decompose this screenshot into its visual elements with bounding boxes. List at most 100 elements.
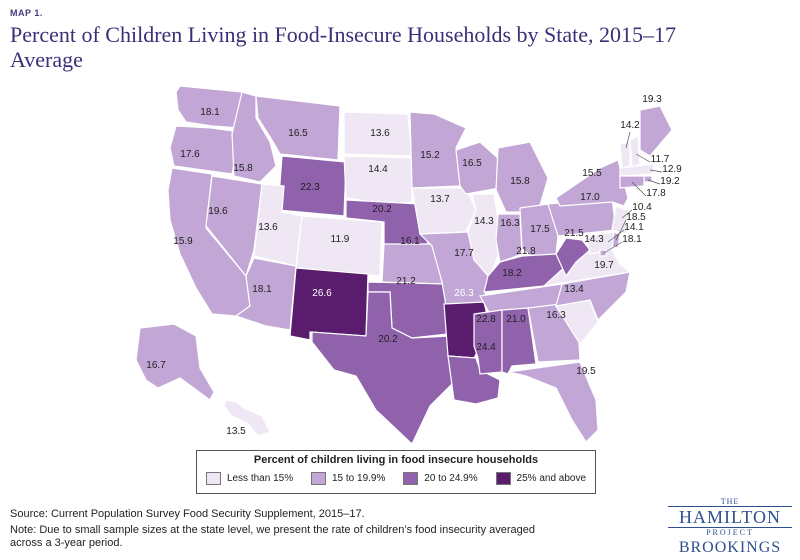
- state-dc: [599, 249, 607, 257]
- value-label-oh: 17.5: [530, 224, 550, 235]
- value-label-ca: 15.9: [173, 236, 193, 247]
- legend-swatch-medium: [311, 472, 326, 485]
- value-label-ks: 16.1: [400, 236, 420, 247]
- value-label-tn: 18.2: [502, 268, 522, 279]
- state-hi: [223, 399, 271, 437]
- value-label-ne: 20.2: [372, 204, 392, 215]
- legend-item-medium: 15 to 19.9%: [311, 472, 385, 485]
- state-or: [169, 125, 241, 175]
- leader-line-dc: [603, 241, 623, 254]
- legend-label-high: 20 to 24.9%: [424, 473, 478, 484]
- value-label-ri: 19.2: [660, 176, 680, 187]
- state-ny: [555, 159, 629, 207]
- state-in: [495, 213, 523, 263]
- us-map: 18.1 17.6 15.9 15.8 19.6 16.5 22.3 13.6 18.1 11.9…: [135, 85, 682, 446]
- value-label-id: 15.8: [233, 163, 253, 174]
- value-label-ny: 15.5: [582, 168, 602, 179]
- state-nj: [611, 205, 629, 235]
- value-label-wy: 22.3: [300, 182, 320, 193]
- value-label-sc: 13.4: [564, 284, 584, 295]
- value-label-ok: 21.2: [396, 276, 416, 287]
- value-label-fl: 19.5: [576, 366, 596, 377]
- value-label-dc: 18.1: [622, 234, 642, 245]
- value-label-ms: 22.8: [476, 314, 496, 325]
- value-label-mo: 17.7: [454, 248, 474, 259]
- state-id: [231, 91, 277, 183]
- value-label-pa: 17.0: [580, 192, 600, 203]
- legend: Percent of children living in food insec…: [196, 450, 596, 494]
- value-label-me: 19.3: [642, 94, 662, 105]
- hamilton-brookings-logo: THE HAMILTON PROJECT BROOKINGS: [668, 497, 792, 557]
- value-label-va: 14.3: [584, 234, 604, 245]
- value-label-mt: 16.5: [288, 128, 308, 139]
- value-label-az: 18.1: [252, 284, 272, 295]
- value-label-ut: 13.6: [258, 222, 278, 233]
- state-ak: [135, 323, 215, 401]
- value-label-mn: 15.2: [420, 150, 440, 161]
- value-label-hi: 13.5: [226, 426, 246, 437]
- value-label-ar: 26.3: [454, 288, 474, 299]
- value-label-il: 14.3: [474, 216, 494, 227]
- legend-swatch-highest: [495, 472, 511, 485]
- value-label-wv: 21.5: [564, 228, 584, 239]
- leader-line-nj: [621, 209, 633, 219]
- value-label-tx: 20.2: [378, 334, 398, 345]
- value-label-nd: 13.6: [370, 128, 390, 139]
- state-nv: [205, 175, 263, 278]
- logo-project: PROJECT: [706, 528, 754, 537]
- value-label-ma: 12.9: [662, 164, 682, 175]
- value-label-nv: 19.6: [208, 206, 228, 217]
- legend-swatch-low: [205, 472, 221, 485]
- legend-label-highest: 25% and above: [516, 473, 587, 484]
- value-label-al: 21.0: [506, 314, 526, 325]
- state-la: [447, 355, 501, 405]
- value-label-nc: 19.7: [594, 260, 614, 271]
- leader-line-ri: [647, 179, 661, 185]
- state-ma: [619, 163, 655, 177]
- value-label-ak: 16.7: [146, 360, 166, 371]
- logo-brookings: BROOKINGS: [678, 539, 782, 556]
- value-label-ia: 13.7: [430, 194, 450, 205]
- legend-swatch-high: [403, 472, 419, 485]
- value-label-sd: 14.4: [368, 164, 388, 175]
- note-text: Note: Due to small sample sizes at the s…: [10, 524, 536, 549]
- value-label-ky: 21.8: [516, 246, 536, 257]
- value-label-nj: 10.4: [632, 202, 652, 213]
- leader-line-ma: [649, 169, 663, 173]
- leader-line-md: [607, 229, 625, 243]
- value-label-de: 18.5: [626, 212, 646, 223]
- logo-hamilton: HAMILTON: [668, 506, 792, 528]
- state-nm: [289, 267, 369, 341]
- value-label-ct: 17.8: [646, 188, 666, 199]
- state-mt: [255, 95, 341, 161]
- legend-label-medium: 15 to 19.9%: [332, 473, 386, 484]
- map-label: MAP 1.: [10, 8, 43, 18]
- legend-item-highest: 25% and above: [495, 472, 587, 485]
- value-label-nm: 26.6: [312, 288, 332, 299]
- leader-line-ct: [631, 181, 647, 197]
- value-label-in: 16.3: [500, 218, 520, 229]
- legend-title: Percent of children living in food insec…: [253, 454, 539, 466]
- value-label-mi: 15.8: [510, 176, 530, 187]
- state-tx: [311, 291, 457, 446]
- value-label-or: 17.6: [180, 149, 200, 160]
- state-vt: [619, 141, 631, 169]
- legend-item-high: 20 to 24.9%: [403, 472, 478, 485]
- leader-line-vt: [625, 131, 631, 149]
- state-ia: [411, 187, 477, 235]
- state-il: [467, 193, 503, 280]
- state-co: [295, 215, 383, 277]
- legend-item-low: Less than 15%: [205, 472, 294, 485]
- logo-the: THE: [720, 497, 740, 506]
- value-label-md: 14.1: [624, 222, 644, 233]
- state-fl: [507, 361, 599, 443]
- state-nh: [629, 135, 641, 169]
- value-label-co: 11.9: [331, 234, 350, 245]
- page-title: Percent of Children Living in Food-Insec…: [10, 22, 677, 72]
- value-label-nh: 11.7: [651, 154, 670, 165]
- value-label-vt: 14.2: [620, 120, 640, 131]
- leader-line-de: [615, 219, 627, 241]
- value-label-wi: 16.5: [462, 158, 482, 169]
- state-md: [585, 231, 615, 255]
- legend-label-low: Less than 15%: [226, 473, 294, 484]
